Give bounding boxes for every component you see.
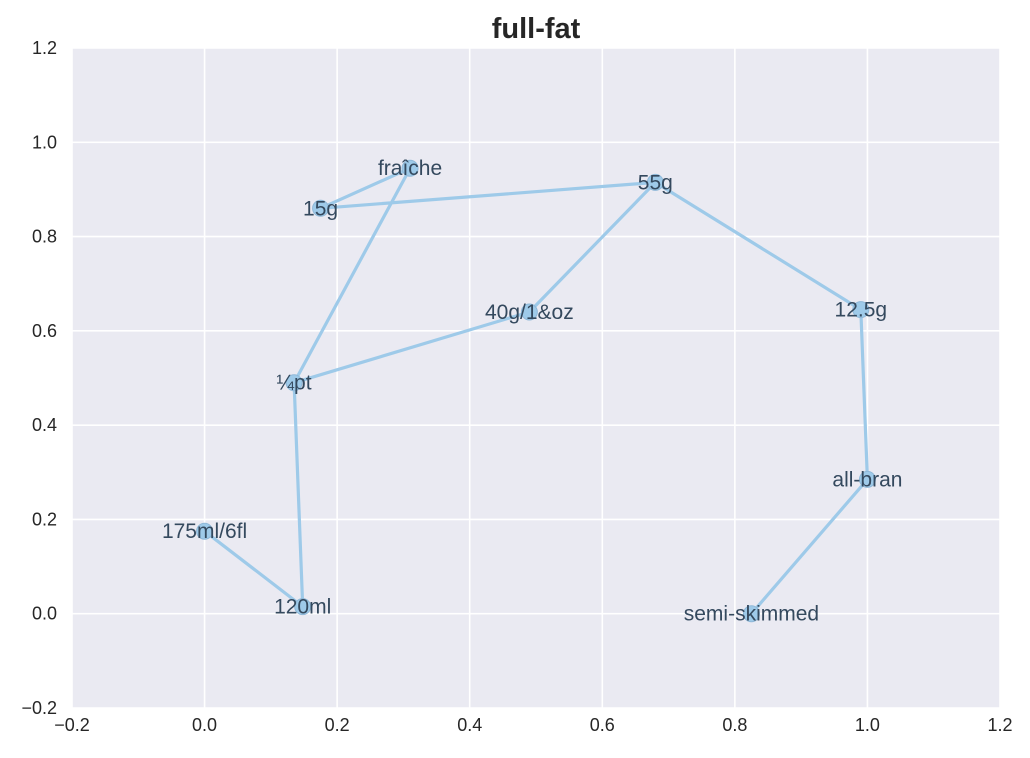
y-axis-ticks: −0.2 0.0 0.2 0.4 0.6 0.8 1.0 1.2 <box>21 38 57 718</box>
y-tick-label: 0.4 <box>32 415 57 435</box>
data-point <box>742 605 760 623</box>
data-point <box>285 374 303 392</box>
x-tick-label: −0.2 <box>54 715 90 735</box>
point-label: 15g <box>303 197 338 220</box>
series-markers <box>196 159 876 623</box>
point-labels: 175ml/6fl 120ml ¼pt fraîche 15g 55g 12.5g all-b… <box>162 157 902 626</box>
y-tick-label: 1.2 <box>32 38 57 58</box>
plot-area <box>72 48 1000 708</box>
point-label: all-bran <box>832 468 902 491</box>
point-label: 40g/1&oz <box>485 301 574 324</box>
point-label: 120ml <box>274 596 331 619</box>
x-tick-label: 0.2 <box>325 715 350 735</box>
x-tick-label: 0.0 <box>192 715 217 735</box>
x-tick-label: 0.4 <box>457 715 482 735</box>
data-point <box>858 470 876 488</box>
point-label: 55g <box>638 171 673 194</box>
y-tick-label: 0.0 <box>32 604 57 624</box>
y-tick-label: −0.2 <box>21 698 57 718</box>
grid <box>71 47 1001 709</box>
point-label: 175ml/6fl <box>162 520 247 543</box>
y-tick-label: 0.8 <box>32 227 57 247</box>
x-tick-label: 0.8 <box>722 715 747 735</box>
y-tick-label: 1.0 <box>32 132 57 152</box>
data-point <box>196 522 214 540</box>
data-point <box>646 173 664 191</box>
y-tick-label: 0.6 <box>32 321 57 341</box>
x-tick-label: 1.2 <box>987 715 1012 735</box>
point-label: ¼pt <box>277 372 312 395</box>
y-tick-label: 0.2 <box>32 509 57 529</box>
point-label: 12.5g <box>835 299 888 322</box>
chart-title: full-fat <box>492 13 581 45</box>
data-point <box>312 199 330 217</box>
point-label: fraîche <box>378 157 442 180</box>
x-tick-label: 1.0 <box>855 715 880 735</box>
data-point <box>520 303 538 321</box>
x-axis-ticks: −0.2 0.0 0.2 0.4 0.6 0.8 1.0 1.2 <box>54 715 1012 735</box>
data-point <box>401 159 419 177</box>
point-label: semi-skimmed <box>684 603 819 626</box>
data-point <box>294 598 312 616</box>
x-tick-label: 0.6 <box>590 715 615 735</box>
data-point <box>852 301 870 319</box>
